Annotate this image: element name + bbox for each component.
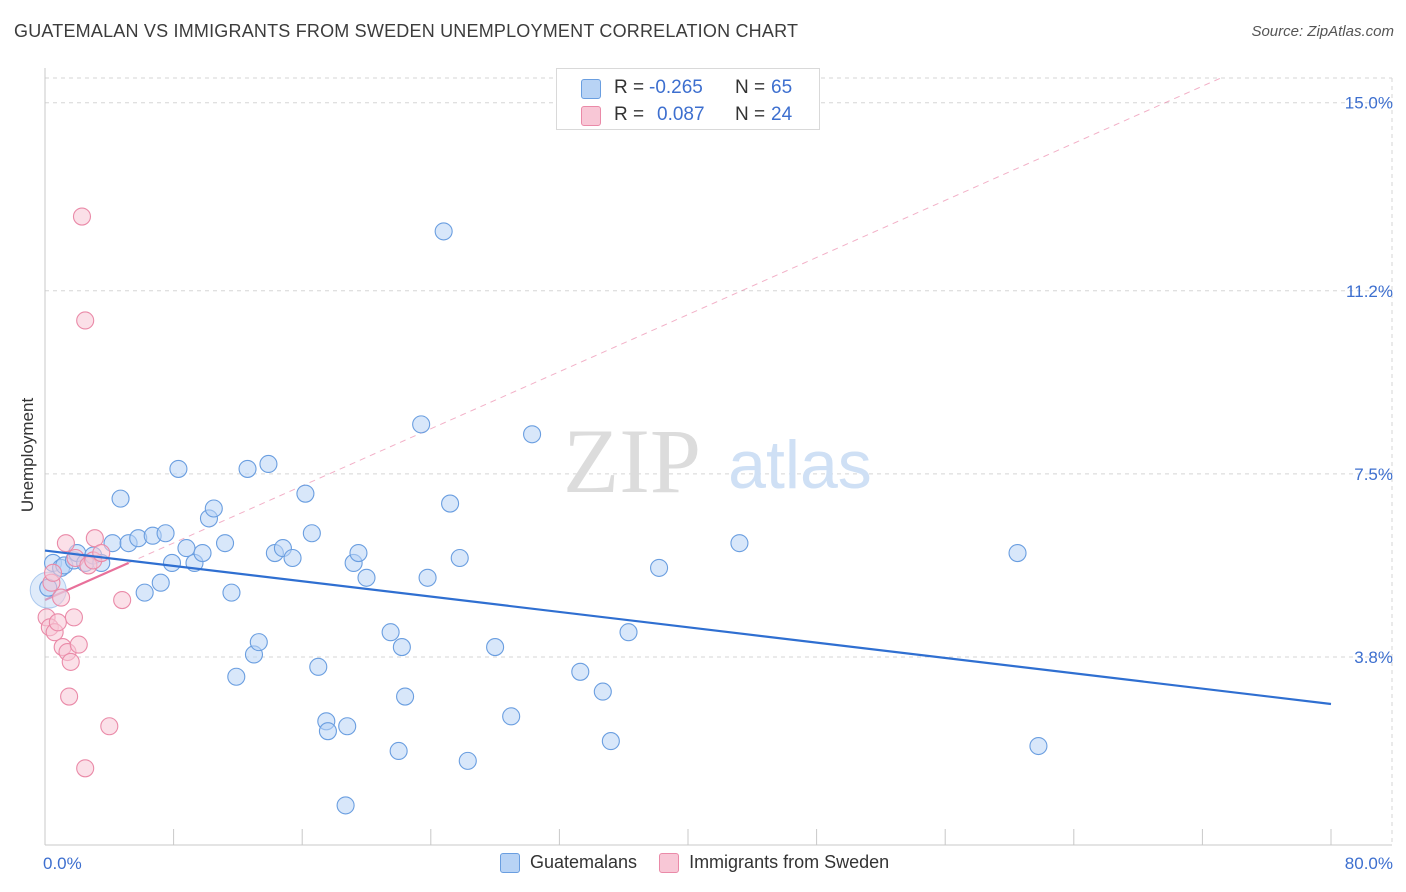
sweden-point	[72, 207, 92, 226]
guatemalan-trend-line	[44, 549, 1332, 706]
legend-item-sweden: Immigrants from Sweden	[659, 852, 889, 873]
guatemalan-point	[318, 722, 337, 741]
watermark-zip: ZIP	[563, 410, 701, 512]
y-tick-label: 15.0%	[1345, 94, 1393, 113]
tick-labels: 3.8% 7.5% 11.2% 15.0% 0.0% 80.0%	[43, 94, 1393, 873]
sweden-point	[113, 591, 132, 610]
sweden-point	[64, 608, 83, 627]
sweden-point	[76, 311, 95, 330]
sweden-point	[48, 613, 67, 632]
sweden-point	[76, 759, 95, 778]
legend-swatch-pink	[581, 106, 601, 126]
guatemalan-point	[204, 499, 223, 518]
guatemalan-point	[169, 459, 188, 478]
guatemalan-point	[412, 415, 431, 434]
legend-r-value: 0.087	[657, 104, 705, 125]
guatemalan-point	[441, 494, 460, 513]
legend-row-guatemalans: R = -0.265 N = 65	[557, 75, 819, 103]
legend-n-label: N =	[735, 77, 766, 98]
sweden-trend-extension	[128, 77, 1222, 564]
source-label: Source: ZipAtlas.com	[1251, 23, 1394, 40]
legend-swatch-blue	[500, 852, 520, 873]
guatemalan-point	[151, 573, 170, 592]
legend-n-label: N =	[735, 104, 766, 125]
legend-swatch-blue	[581, 79, 601, 99]
guatemalan-point	[357, 568, 376, 587]
guatemalan-point	[486, 638, 505, 657]
sweden-point	[56, 534, 75, 553]
guatemalan-point	[296, 484, 315, 503]
guatemalan-point	[381, 623, 400, 642]
guatemalan-point	[162, 553, 182, 572]
guatemalan-point	[502, 707, 521, 726]
guatemalan-point	[571, 662, 590, 681]
guatemalan-point	[650, 558, 669, 577]
guatemalan-point	[392, 638, 411, 657]
guatemalan-point	[302, 524, 321, 543]
guatemalan-point	[222, 583, 241, 602]
guatemalan-point	[238, 459, 257, 478]
guatemalan-point	[1008, 543, 1027, 563]
legend-n-value: 24	[771, 104, 793, 125]
guatemalan-point	[730, 534, 749, 553]
guatemalan-point	[593, 682, 612, 701]
guatemalan-point	[177, 539, 196, 558]
sweden-point	[69, 635, 88, 654]
guatemalan-point	[458, 751, 477, 770]
x-tick-label: 80.0%	[1345, 854, 1393, 873]
sweden-point	[43, 563, 63, 582]
legend-item-guatemalans: Guatemalans	[500, 852, 637, 873]
legend-label-guatemalans: Guatemalans	[530, 852, 638, 872]
chart-title: GUATEMALAN VS IMMIGRANTS FROM SWEDEN UNE…	[14, 21, 799, 41]
guatemalan-point	[619, 623, 638, 642]
legend-r-label: R =	[614, 104, 645, 125]
sweden-point	[61, 652, 80, 671]
guatemalan-point	[156, 524, 175, 543]
guatemalan-point	[601, 732, 620, 751]
guatemalan-point	[283, 548, 302, 568]
guatemalan-point	[111, 489, 130, 508]
guatemalan-point	[450, 548, 469, 568]
legend-n-value: 65	[771, 77, 793, 98]
legend-r-value: -0.265	[649, 77, 703, 98]
guatemalan-point	[249, 633, 268, 652]
watermark-atlas: atlas	[728, 427, 872, 503]
guatemalan-point	[418, 568, 437, 587]
sweden-trend	[44, 77, 1222, 602]
legend-swatch-pink	[659, 852, 680, 873]
guatemalan-point	[193, 543, 212, 563]
guatemalan-point	[349, 543, 368, 563]
watermark: ZIP atlas	[563, 410, 872, 512]
guatemalan-point	[309, 657, 328, 676]
y-tick-label: 11.2%	[1346, 282, 1393, 301]
y-tick-label: 3.8%	[1354, 648, 1393, 667]
guatemalan-point	[135, 583, 154, 602]
guatemalan-point	[523, 425, 542, 444]
series-legend: Guatemalans Immigrants from Sweden	[500, 852, 911, 873]
legend-row-sweden: R = 0.087 N = 24	[557, 102, 819, 130]
legend-label-sweden: Immigrants from Sweden	[689, 852, 890, 872]
sweden-point	[52, 588, 71, 607]
legend-r-label: R =	[614, 77, 645, 98]
guatemalan-point	[396, 687, 415, 706]
guatemalan-point	[215, 534, 235, 553]
guatemalan-point	[1029, 736, 1048, 756]
y-tick-label: 7.5%	[1354, 465, 1393, 484]
sweden-point	[100, 717, 119, 736]
guatemalan-point	[389, 741, 408, 761]
sweden-point	[60, 687, 79, 706]
guatemalan-point	[336, 796, 355, 815]
axes	[44, 68, 1392, 846]
guatemalan-point	[227, 667, 246, 686]
correlation-legend: R = -0.265 N = 65 R = 0.087 N = 24	[556, 68, 820, 130]
x-tick-label: 0.0%	[43, 854, 82, 873]
guatemalan-point	[338, 717, 357, 736]
y-axis-label: Unemployment	[18, 397, 37, 513]
guatemalan-trend	[44, 549, 1332, 706]
guatemalan-point	[259, 454, 278, 474]
data-points	[29, 207, 1048, 815]
guatemalan-point	[434, 222, 453, 241]
